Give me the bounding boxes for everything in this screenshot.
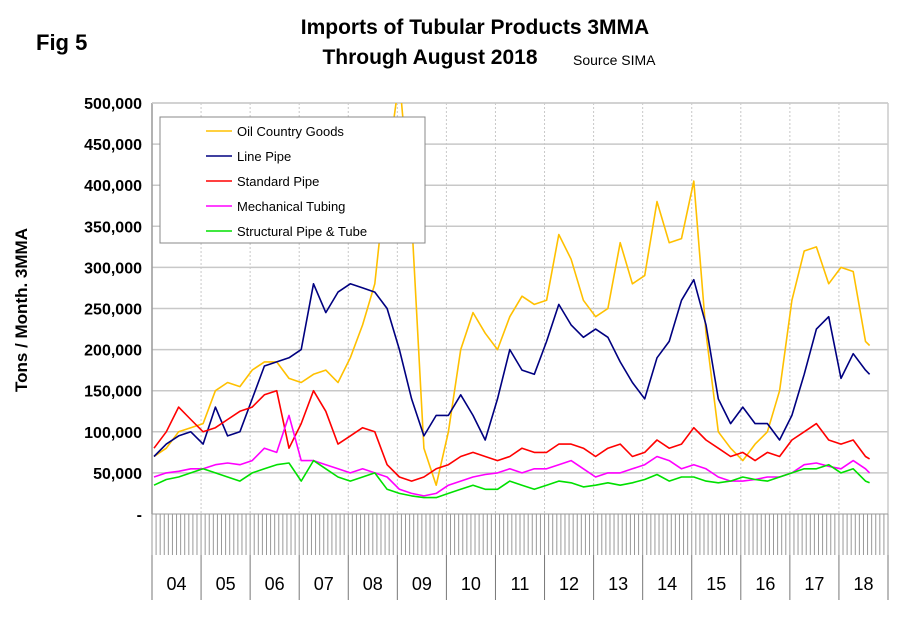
y-tick-label: 350,000 <box>84 219 142 236</box>
legend-box <box>159 116 426 244</box>
series-line-standard-pipe <box>153 389 871 482</box>
y-tick-label: 300,000 <box>84 260 142 277</box>
x-tick-label: 08 <box>363 574 383 594</box>
x-tick-label: 16 <box>755 574 775 594</box>
x-tick-label: 09 <box>412 574 432 594</box>
x-tick-label: 07 <box>314 574 334 594</box>
y-tick-label: 500,000 <box>84 96 142 113</box>
y-tick-label: 250,000 <box>84 302 142 319</box>
y-tick-label: 200,000 <box>84 343 142 360</box>
x-tick-label: 14 <box>657 574 677 594</box>
y-tick-label: 450,000 <box>84 137 142 154</box>
x-tick-label: 05 <box>216 574 236 594</box>
x-tick-label: 18 <box>853 574 873 594</box>
series-line-structural-pipe-tube <box>153 459 870 499</box>
x-tick-label: 12 <box>559 574 579 594</box>
x-tick-label: 13 <box>608 574 628 594</box>
chart-subtitle: Through August 2018 <box>322 46 537 69</box>
legend: Oil Country Goods Line Pipe Standard Pipe M… <box>159 116 426 244</box>
x-tick-label: 06 <box>265 574 285 594</box>
y-axis-label: Tons / Month. 3MMA <box>12 228 31 392</box>
chart-title: Imports of Tubular Products 3MMA <box>301 16 649 39</box>
figure-label: Fig 5 <box>36 30 87 55</box>
x-tick-label: 10 <box>461 574 481 594</box>
y-tick-label: 100,000 <box>84 425 142 442</box>
x-tick-label: 17 <box>804 574 824 594</box>
y-tick-label: 50,000 <box>93 466 142 483</box>
legend-label: Mechanical Tubing <box>237 199 345 214</box>
x-tick-label: 11 <box>511 574 530 594</box>
chart-source: Source SIMA <box>573 52 656 68</box>
legend-label: Line Pipe <box>237 149 291 164</box>
y-tick-label: 150,000 <box>84 384 142 401</box>
series-line-line-pipe <box>153 278 871 458</box>
x-tick-label: 04 <box>167 574 187 594</box>
legend-label: Oil Country Goods <box>237 124 344 139</box>
x-tick-label: 15 <box>706 574 726 594</box>
y-tick-label: 400,000 <box>84 178 142 195</box>
y-tick-label: - <box>137 507 142 524</box>
legend-label: Standard Pipe <box>237 174 319 189</box>
legend-label: Structural Pipe & Tube <box>237 224 367 239</box>
